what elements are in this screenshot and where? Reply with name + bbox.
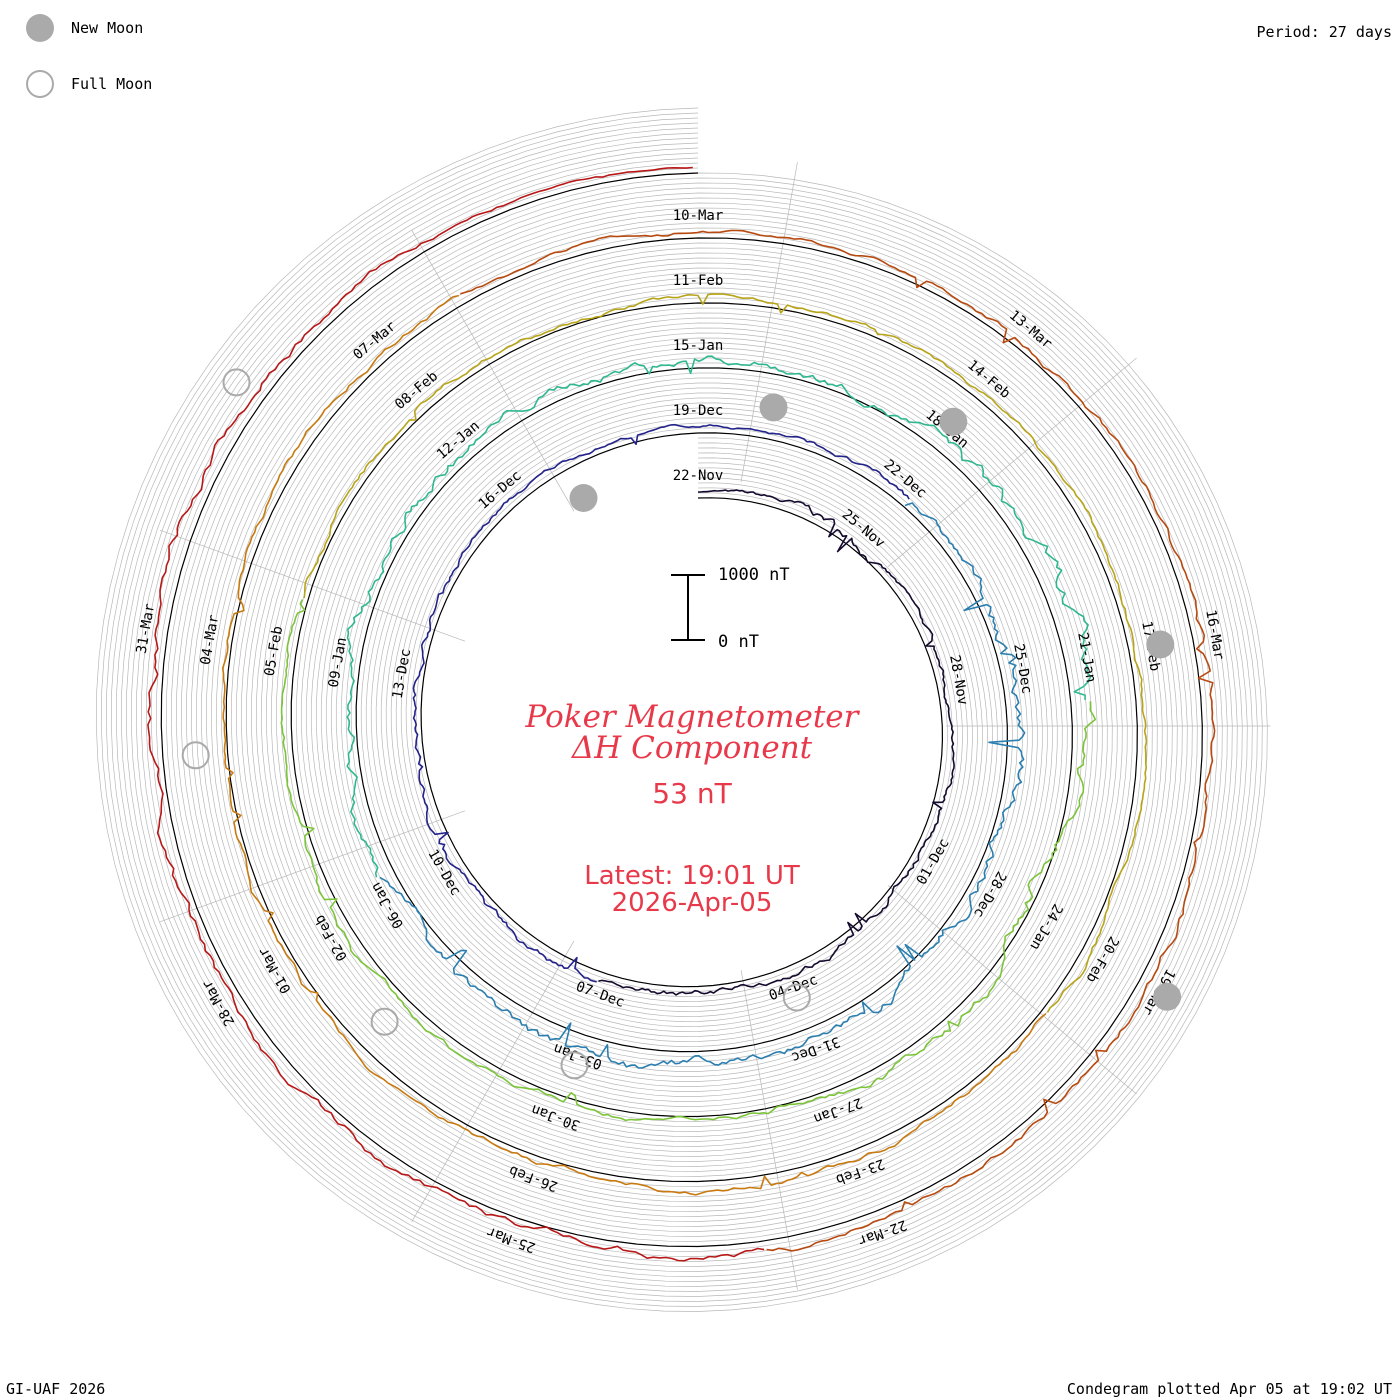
new-moon-marker bbox=[1146, 630, 1175, 659]
magnetometer-trace-segment bbox=[303, 293, 1148, 1013]
grid-spiral-line bbox=[105, 117, 1258, 1302]
grid-spiral-line bbox=[120, 132, 1243, 1287]
date-label: 15-Jan bbox=[673, 338, 724, 354]
date-label: 07-Dec bbox=[574, 979, 627, 1011]
date-label: 10-Dec bbox=[424, 847, 463, 899]
grid-spiral-line bbox=[115, 127, 1248, 1292]
date-label: 01-Mar bbox=[256, 944, 295, 996]
latest-time: Latest: 19:01 UT bbox=[584, 861, 800, 891]
date-label: 30-Jan bbox=[529, 1101, 582, 1133]
grid-spoke bbox=[411, 230, 575, 512]
date-label: 04-Mar bbox=[198, 614, 223, 667]
grid-spiral-line bbox=[125, 137, 1238, 1282]
moon-marker-layer bbox=[181, 368, 1182, 1080]
date-label: 13-Dec bbox=[390, 648, 415, 701]
legend-new-moon-label: New Moon bbox=[71, 19, 144, 37]
full-moon-marker bbox=[370, 1007, 399, 1036]
date-label: 28-Mar bbox=[199, 977, 238, 1029]
scale-bar: 1000 nT 0 nT bbox=[671, 565, 790, 652]
date-label: 19-Dec bbox=[673, 403, 724, 419]
date-label: 03-Jan bbox=[551, 1040, 604, 1072]
grid-spoke bbox=[740, 970, 798, 1290]
date-label: 26-Feb bbox=[507, 1162, 560, 1194]
magnetometer-trace-segment bbox=[221, 294, 1047, 1196]
full-moon-icon bbox=[26, 70, 54, 98]
magnetometer-trace-segment bbox=[147, 166, 765, 1262]
baseline-spiral bbox=[160, 172, 1203, 1248]
grid-spiral-line bbox=[150, 162, 1213, 1257]
full-moon-marker bbox=[560, 1051, 589, 1080]
latest-date: 2026-Apr-05 bbox=[612, 888, 773, 918]
date-label: 05-Feb bbox=[262, 625, 287, 678]
full-moon-marker bbox=[222, 368, 251, 397]
grid-spiral-line bbox=[135, 147, 1228, 1272]
center-title-block: Poker Magnetometer ΔH Component 53 nT La… bbox=[525, 699, 861, 918]
grid-spiral-line bbox=[145, 157, 1218, 1262]
date-label: 21-Jan bbox=[1074, 631, 1099, 684]
scale-bar-top-label: 1000 nT bbox=[718, 565, 790, 585]
date-label: 16-Mar bbox=[1202, 609, 1227, 662]
grid-spoke bbox=[411, 940, 575, 1222]
plotted-timestamp: Condegram plotted Apr 05 at 19:02 UT bbox=[1066, 1380, 1392, 1398]
date-label: 31-Mar bbox=[134, 602, 159, 655]
new-moon-marker bbox=[569, 484, 598, 512]
baseline-spiral-line bbox=[160, 172, 1203, 1248]
date-label: 06-Jan bbox=[368, 879, 407, 931]
grid-spiral-line bbox=[140, 152, 1223, 1267]
grid-spiral-line bbox=[130, 142, 1233, 1277]
new-moon-marker bbox=[939, 407, 968, 436]
date-label: 09-Jan bbox=[326, 636, 351, 689]
magnetometer-trace-segment bbox=[460, 229, 1216, 1252]
magnetometer-trace-segment bbox=[412, 423, 910, 983]
magnetometer-trace-segment bbox=[598, 489, 955, 996]
legend-full-moon-label: Full Moon bbox=[71, 75, 153, 93]
magnetometer-trace-segment bbox=[379, 502, 1026, 1069]
date-label: 02-Feb bbox=[312, 912, 351, 964]
current-value: 53 nT bbox=[652, 777, 732, 810]
magnetometer-trace-segment bbox=[346, 355, 1092, 878]
date-label: 10-Mar bbox=[673, 208, 724, 224]
credit-label: GI-UAF 2026 bbox=[6, 1380, 106, 1398]
legend-new-moon: New Moon bbox=[26, 14, 143, 42]
full-moon-marker bbox=[181, 741, 210, 770]
date-label: 22-Nov bbox=[673, 468, 724, 484]
plot-subtitle: ΔH Component bbox=[571, 730, 813, 766]
trace-layer bbox=[147, 166, 1216, 1262]
grid-spoke bbox=[887, 885, 1137, 1095]
period-label: Period: 27 days bbox=[1256, 23, 1392, 41]
magnetometer-trace-segment bbox=[280, 599, 1097, 1122]
new-moon-marker bbox=[1153, 982, 1182, 1011]
full-moon-marker bbox=[782, 983, 811, 1012]
new-moon-icon bbox=[26, 14, 54, 42]
grid-spiral-line bbox=[110, 122, 1253, 1297]
new-moon-marker bbox=[759, 393, 788, 422]
grid-spiral-line bbox=[155, 167, 1208, 1252]
date-label: 11-Feb bbox=[673, 273, 724, 289]
scale-bar-bottom-label: 0 nT bbox=[718, 632, 759, 652]
grid-spiral-line bbox=[100, 112, 1263, 1307]
plot-title: Poker Magnetometer bbox=[525, 699, 861, 735]
legend-full-moon: Full Moon bbox=[26, 70, 152, 98]
